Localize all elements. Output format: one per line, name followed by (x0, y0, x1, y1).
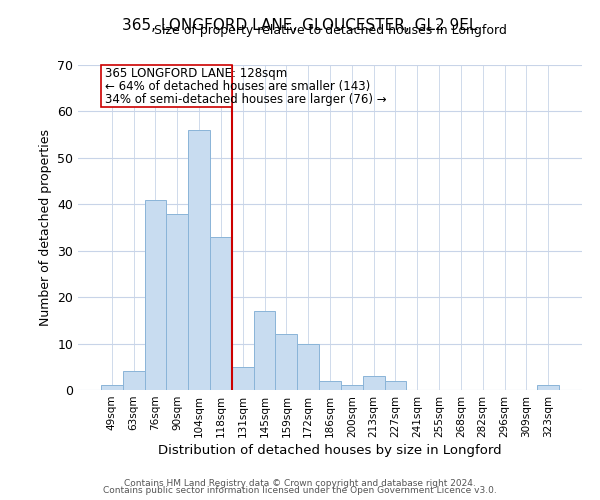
Bar (363, 376, 385, 390)
Bar (101, 386, 123, 390)
Bar (537, 386, 559, 390)
Text: 365 LONGFORD LANE: 128sqm: 365 LONGFORD LANE: 128sqm (105, 68, 287, 80)
Bar (166, 214, 188, 390)
Text: Contains public sector information licensed under the Open Government Licence v3: Contains public sector information licen… (103, 486, 497, 495)
Bar (341, 386, 363, 390)
Bar (188, 130, 210, 390)
Title: Size of property relative to detached houses in Longford: Size of property relative to detached ho… (154, 24, 506, 38)
Bar (385, 380, 406, 390)
Bar (275, 334, 297, 390)
Bar (297, 344, 319, 390)
Text: Contains HM Land Registry data © Crown copyright and database right 2024.: Contains HM Land Registry data © Crown c… (124, 478, 476, 488)
X-axis label: Distribution of detached houses by size in Longford: Distribution of detached houses by size … (158, 444, 502, 457)
Text: 365, LONGFORD LANE, GLOUCESTER, GL2 9EL: 365, LONGFORD LANE, GLOUCESTER, GL2 9EL (122, 18, 478, 32)
Bar (210, 237, 232, 390)
Text: 34% of semi-detached houses are larger (76) →: 34% of semi-detached houses are larger (… (105, 93, 387, 106)
Bar (232, 367, 254, 390)
Bar (254, 311, 275, 390)
Bar (123, 372, 145, 390)
Bar (101, 65, 232, 107)
Bar (319, 380, 341, 390)
Bar (145, 200, 166, 390)
Text: ← 64% of detached houses are smaller (143): ← 64% of detached houses are smaller (14… (105, 80, 371, 93)
Y-axis label: Number of detached properties: Number of detached properties (38, 129, 52, 326)
